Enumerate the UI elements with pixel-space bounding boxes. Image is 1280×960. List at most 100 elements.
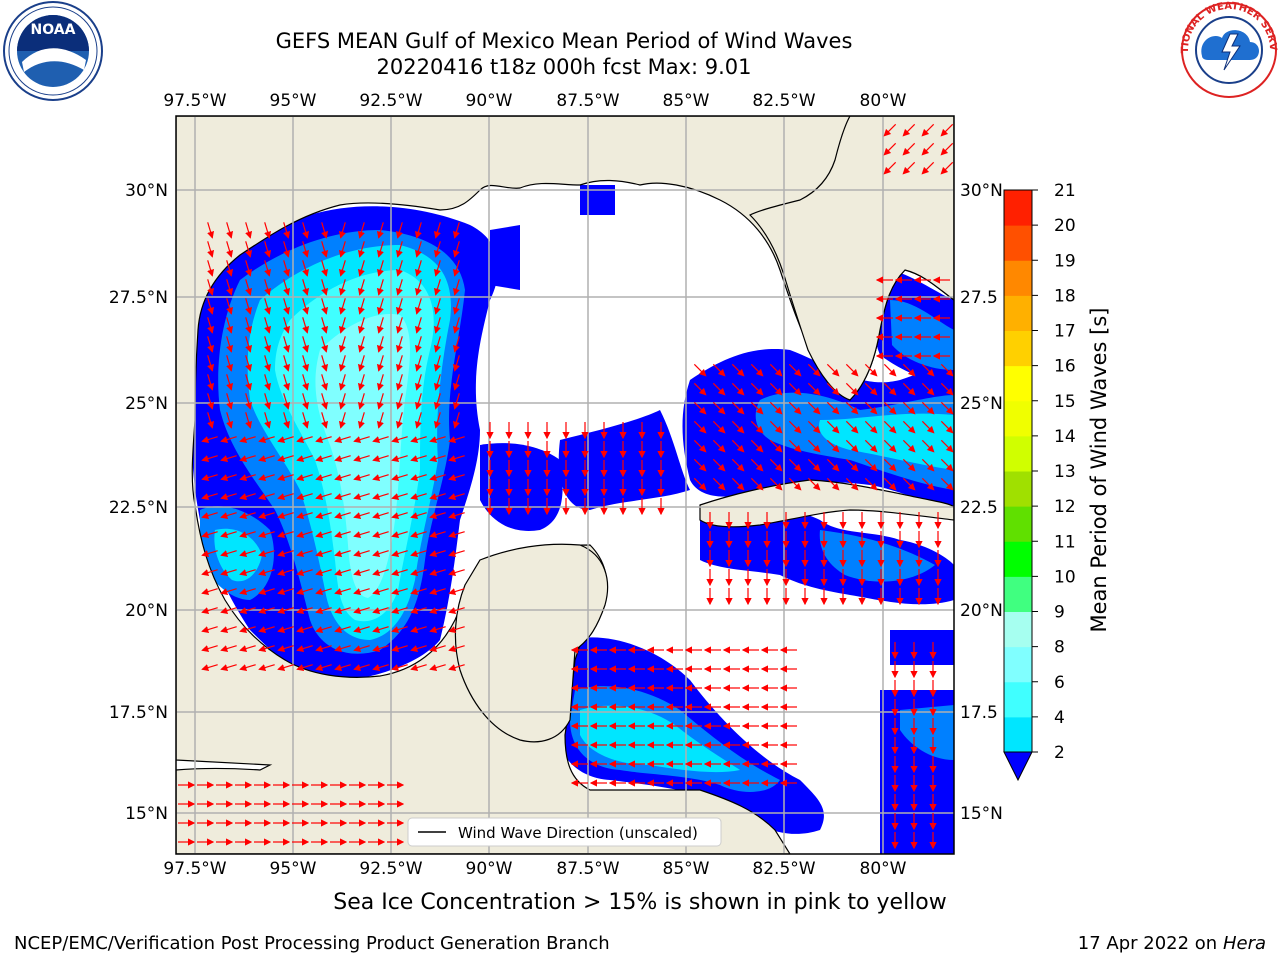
direction-arrow	[391, 626, 408, 634]
direction-arrow	[940, 477, 954, 491]
direction-arrow	[391, 493, 408, 501]
direction-arrow	[283, 260, 291, 277]
direction-arrow	[334, 607, 351, 615]
direction-arrow	[277, 436, 294, 444]
lat-label-right: 30°N	[960, 181, 1003, 201]
direction-arrow	[372, 531, 389, 539]
direction-arrow	[429, 455, 446, 463]
colorbar: 2 4 6 8 9 10 11 12 13 14 15 16 17 18 19 20 21	[1003, 181, 1076, 782]
direction-arrow	[712, 458, 726, 472]
colorbar-tick-label: 17	[1054, 322, 1076, 342]
direction-arrow	[429, 588, 446, 596]
direction-arrow	[258, 455, 275, 463]
direction-arrow	[239, 550, 256, 558]
direction-arrow	[452, 222, 460, 239]
direction-arrow	[391, 512, 408, 520]
direction-arrow	[921, 401, 935, 415]
direction-arrow	[353, 645, 370, 653]
direction-arrow	[283, 298, 291, 315]
direction-arrow	[226, 355, 234, 372]
direction-arrow	[414, 279, 422, 296]
direction-arrow	[452, 260, 460, 277]
direction-arrow	[264, 336, 272, 353]
direction-arrow	[245, 222, 253, 239]
direction-arrow	[201, 550, 218, 558]
direction-arrow	[357, 374, 365, 391]
direction-arrow	[712, 363, 726, 377]
lat-label-left: 30°N	[125, 181, 168, 201]
direction-arrow	[245, 412, 253, 429]
direction-arrow	[239, 474, 256, 482]
direction-arrow	[448, 493, 465, 501]
direction-arrow	[376, 355, 384, 372]
colorbar-tick-label: 13	[1054, 462, 1076, 482]
direction-arrow	[410, 588, 427, 596]
direction-arrow	[391, 455, 408, 463]
direction-arrow	[864, 458, 878, 472]
direction-arrow	[264, 279, 272, 296]
direction-arrow	[283, 355, 291, 372]
direction-arrow	[334, 550, 351, 558]
direction-arrow	[433, 374, 441, 391]
direction-arrow	[391, 436, 408, 444]
direction-arrow	[334, 436, 351, 444]
direction-arrow	[334, 493, 351, 501]
colorbar-tick-label: 12	[1054, 497, 1076, 517]
lat-labels-left: 30°N 27.5°N 25°N 22.5°N 20°N 17.5°N 15°N	[109, 181, 168, 824]
direction-arrow	[302, 412, 310, 429]
colorbar-tick-label: 4	[1054, 708, 1065, 728]
direction-arrow	[283, 317, 291, 334]
date-text: 17 Apr 2022 on	[1077, 933, 1223, 954]
direction-arrow	[321, 241, 329, 258]
direction-arrow	[338, 412, 346, 429]
direction-arrow	[452, 298, 460, 315]
direction-arrow	[750, 401, 764, 415]
direction-arrow	[201, 436, 218, 444]
direction-arrow	[807, 458, 821, 472]
direction-arrow	[433, 355, 441, 372]
direction-arrow	[372, 588, 389, 596]
direction-arrow	[296, 550, 313, 558]
lat-label-right: 27.5	[960, 288, 998, 308]
direction-arrow	[338, 336, 346, 353]
direction-arrow	[376, 222, 384, 239]
direction-arrow	[239, 493, 256, 501]
direction-arrow	[201, 531, 218, 539]
colorbar-segment	[1004, 541, 1032, 577]
direction-arrow	[302, 260, 310, 277]
colorbar-segment	[1004, 716, 1032, 753]
direction-arrow	[429, 512, 446, 520]
colorbar-segment	[1004, 365, 1032, 402]
direction-arrow	[296, 474, 313, 482]
direction-arrow	[283, 412, 291, 429]
direction-arrow	[395, 222, 403, 239]
direction-arrow	[448, 436, 465, 444]
lat-label-right: 22.5	[960, 498, 998, 518]
direction-arrow	[201, 455, 218, 463]
direction-arrow	[245, 260, 253, 277]
direction-arrow	[283, 374, 291, 391]
direction-arrow	[264, 355, 272, 372]
direction-arrow	[258, 436, 275, 444]
colorbar-segment	[1004, 681, 1032, 718]
direction-arrow	[296, 512, 313, 520]
direction-arrow	[334, 455, 351, 463]
direction-arrow	[414, 393, 422, 410]
direction-arrow	[357, 355, 365, 372]
direction-arrow	[807, 420, 821, 434]
colorbar-segment	[1004, 435, 1032, 472]
direction-arrow	[429, 550, 446, 558]
direction-arrow	[845, 439, 859, 453]
colorbar-tick-label: 18	[1054, 286, 1076, 306]
direction-arrow	[277, 455, 294, 463]
direction-arrow	[433, 279, 441, 296]
direction-arrow	[448, 588, 465, 596]
direction-arrow	[338, 298, 346, 315]
direction-arrow	[883, 420, 897, 434]
colorbar-tick-label: 16	[1054, 357, 1076, 377]
direction-arrow	[429, 626, 446, 634]
direction-arrow	[226, 412, 234, 429]
direction-arrow	[940, 401, 954, 415]
direction-arrow	[353, 512, 370, 520]
direction-arrow	[338, 260, 346, 277]
